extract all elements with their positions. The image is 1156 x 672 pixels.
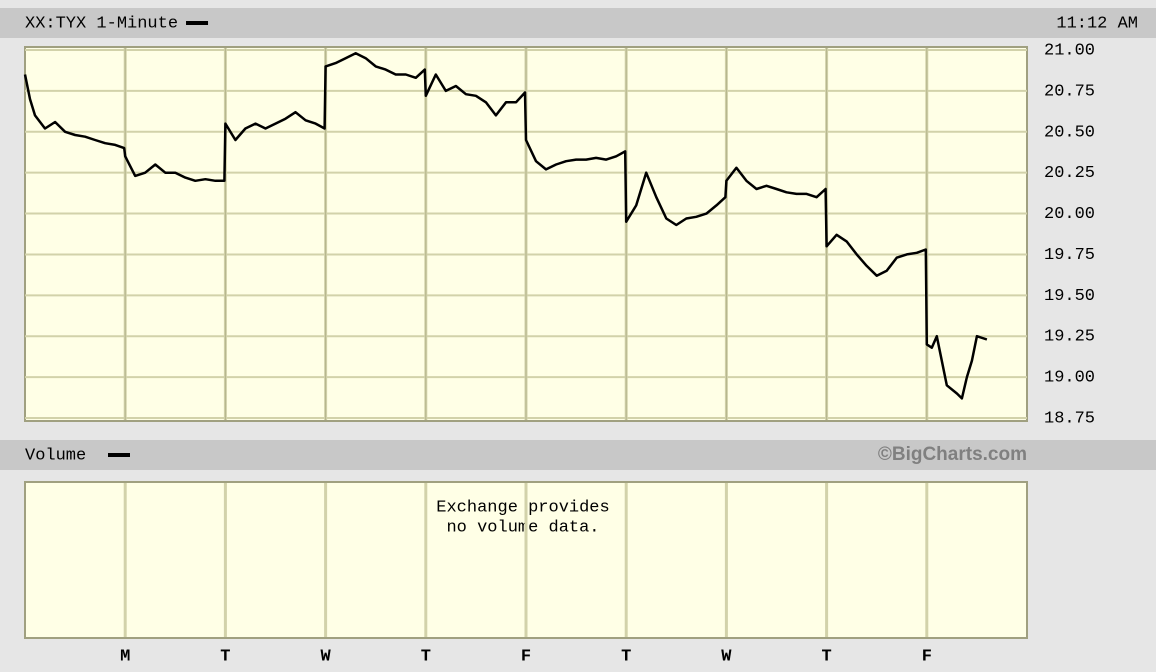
y-tick-label: 21.00 (1044, 41, 1095, 60)
legend-entry: XX:TYX 1-Minute (25, 14, 178, 33)
y-tick-label: 19.50 (1044, 287, 1095, 306)
annotation: Exchange provides (436, 498, 609, 517)
x-tick-label: W (320, 647, 331, 666)
x-tick-label: T (421, 647, 431, 666)
volume-bar (0, 440, 1156, 470)
y-tick-label: 19.00 (1044, 369, 1095, 388)
y-tick-label: 18.75 (1044, 409, 1095, 428)
y-tick-label: 19.25 (1044, 328, 1095, 347)
x-tick-label: M (120, 647, 130, 666)
x-tick-label: F (521, 647, 531, 666)
y-tick-label: 19.75 (1044, 246, 1095, 265)
y-tick-label: 20.50 (1044, 123, 1095, 142)
credit: ©BigCharts.com (878, 444, 1027, 465)
price-line (23, 52, 988, 400)
x-tick-label: F (922, 647, 932, 666)
annotation: no volume data. (446, 518, 599, 537)
x-tick-label: T (621, 647, 631, 666)
y-tick-label: 20.25 (1044, 164, 1095, 183)
timestamp: 11:12 AM (1056, 14, 1138, 33)
y-tick-label: 20.00 (1044, 205, 1095, 224)
x-tick-label: T (220, 647, 230, 666)
volume-label: Volume (25, 446, 86, 465)
y-tick-label: 20.75 (1044, 82, 1095, 101)
x-tick-label: T (821, 647, 831, 666)
x-tick-label: W (721, 647, 732, 666)
